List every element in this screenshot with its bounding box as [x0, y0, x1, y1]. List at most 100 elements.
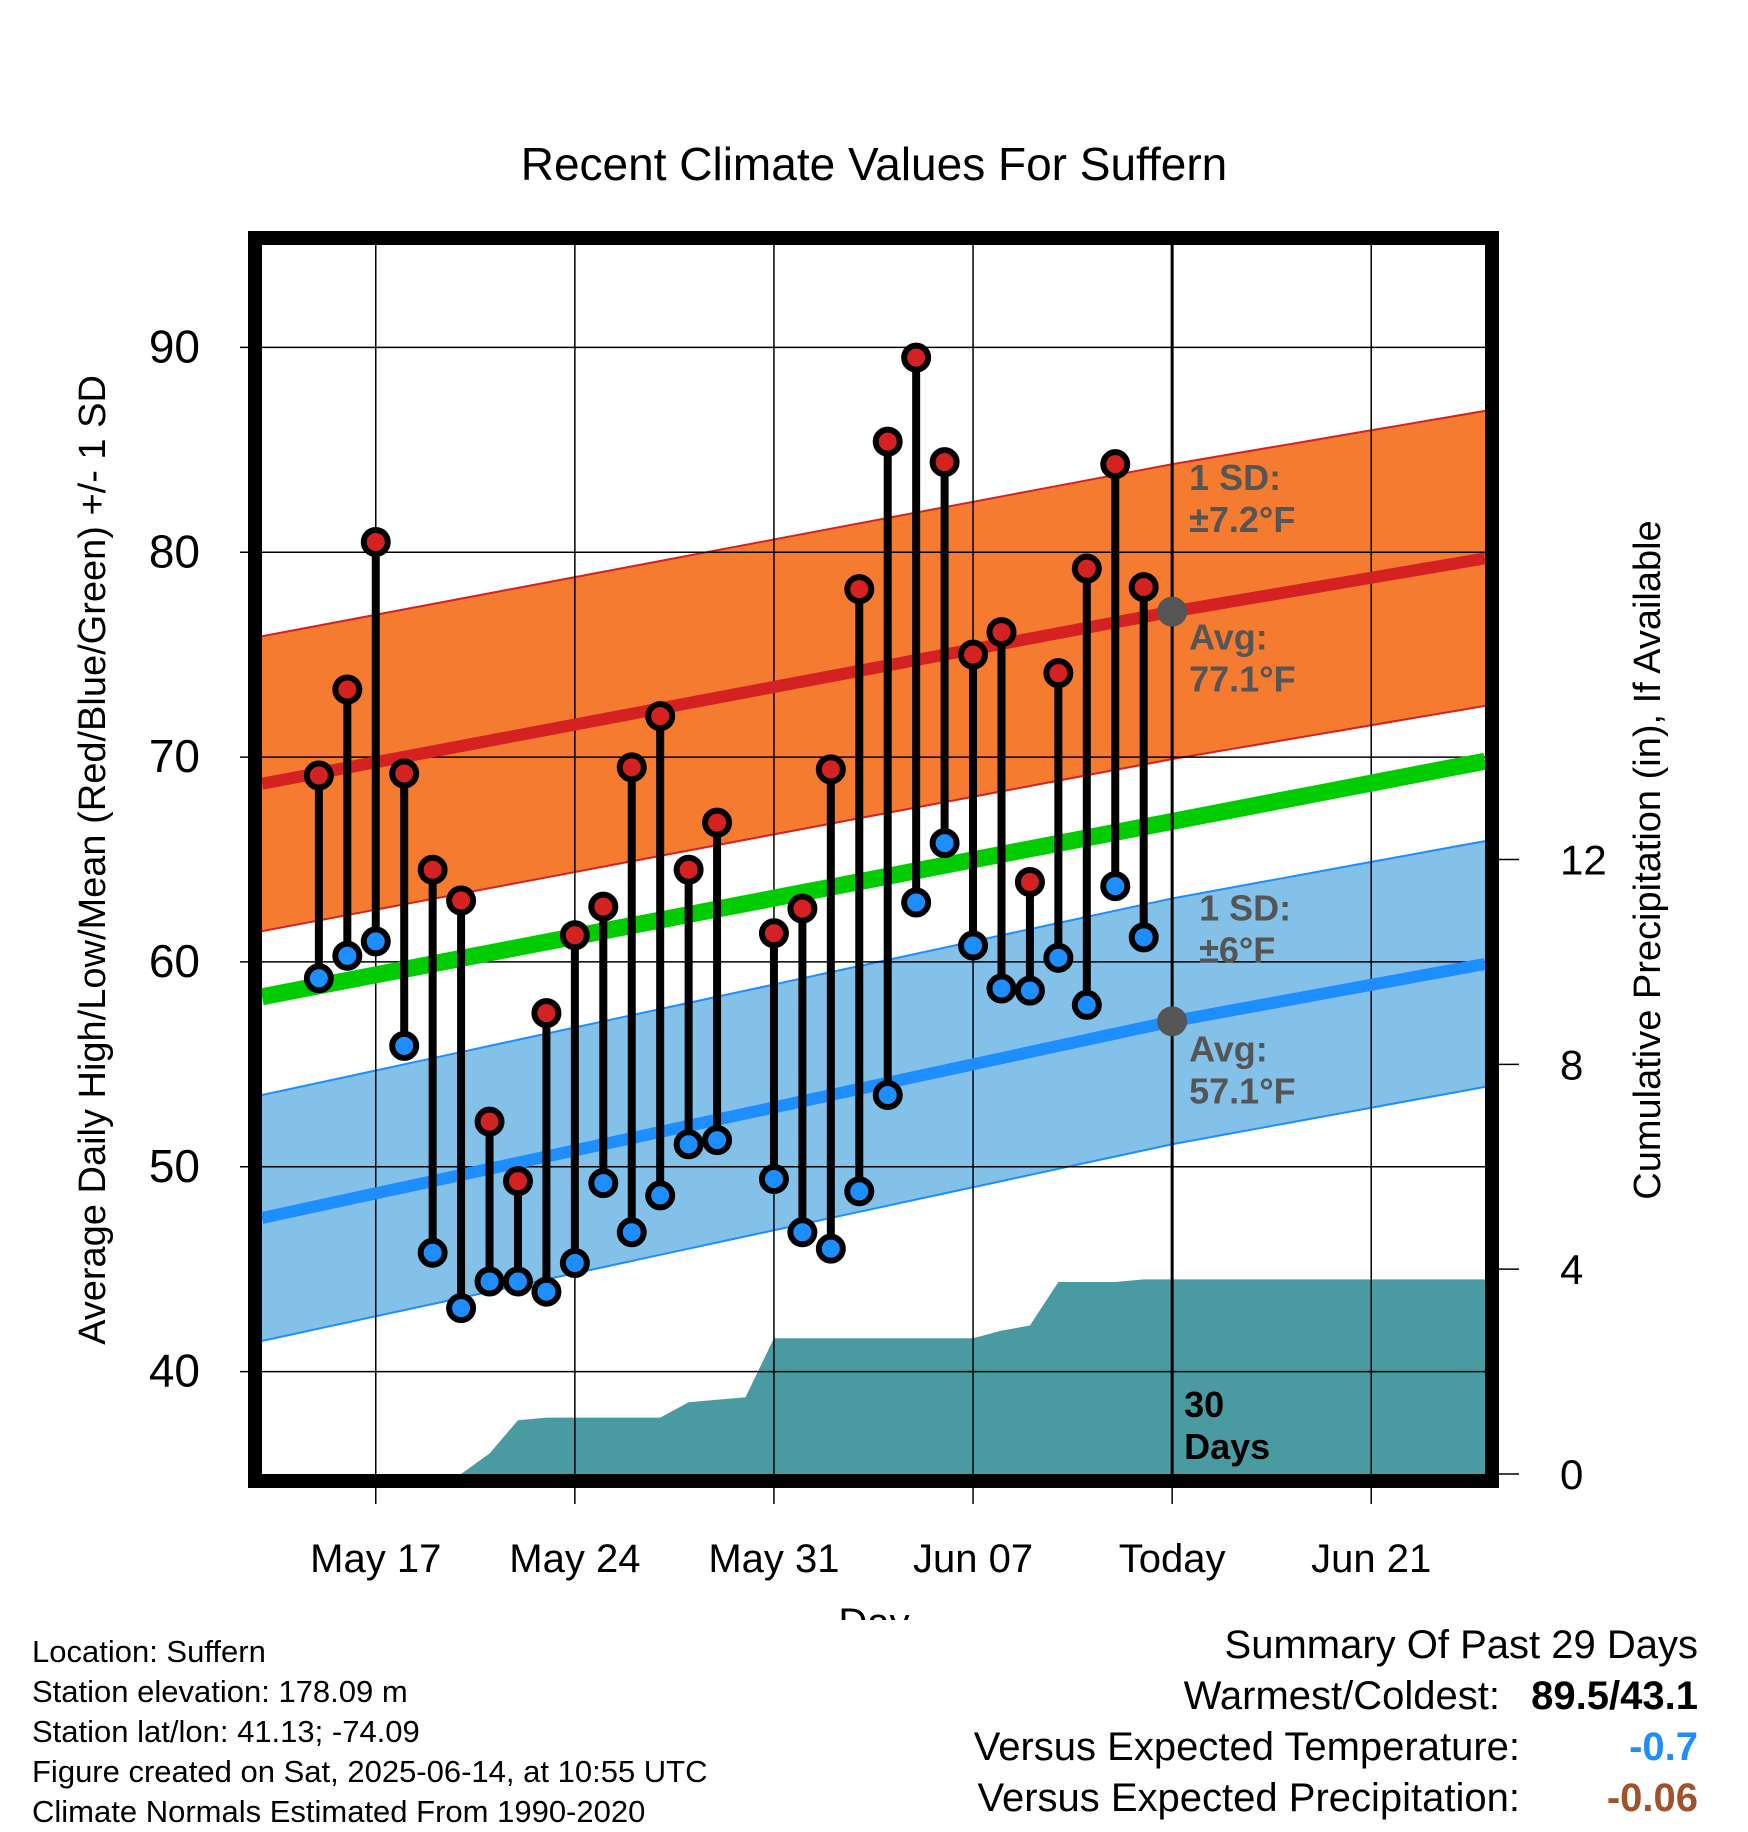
daily-high-point: [986, 617, 1017, 648]
x-axis-label: Day: [838, 1601, 909, 1620]
daily-low-point: [702, 1125, 733, 1156]
days-annotation-line: Days: [1184, 1426, 1270, 1467]
daily-low-point: [389, 1030, 420, 1061]
low-sd-annotation-line: ±6°F: [1199, 929, 1275, 970]
daily-high-point: [872, 426, 903, 457]
daily-high-point: [502, 1166, 533, 1197]
y-axis-label: Average Daily High/Low/Mean (Red/Blue/Gr…: [72, 375, 114, 1345]
daily-high-point: [616, 752, 647, 783]
y-tick-label: 70: [149, 730, 200, 782]
plot-area: 1 SD: ±7.2°F Avg: 77.1°F 1 SD: ±6°F Avg: 57.1°F…: [149, 231, 1607, 1581]
daily-high-point: [531, 998, 562, 1029]
daily-low-point: [1043, 942, 1074, 973]
normal-high-line: [262, 552, 1485, 790]
days-annotation-line: 30: [1184, 1384, 1224, 1425]
daily-high-point: [1014, 867, 1045, 898]
daily-low-point: [1100, 871, 1131, 902]
summary-precip-row: Versus Expected Precipitation: -0.06: [974, 1773, 1698, 1824]
low-avg-annotation-line: Avg:: [1189, 1028, 1268, 1069]
daily-high-point: [389, 758, 420, 789]
daily-high-point: [758, 918, 789, 949]
daily-high-point: [1100, 449, 1131, 480]
plot-frame: [248, 231, 1499, 1488]
x-tick-label: May 31: [708, 1537, 839, 1581]
plot-content: 1 SD: ±7.2°F Avg: 77.1°F 1 SD: ±6°F Avg: 57.1°F…: [262, 245, 1485, 1474]
low-avg-annotation: Avg: 57.1°F: [1189, 1028, 1295, 1111]
low-avg-annotation-line: 57.1°F: [1189, 1070, 1295, 1111]
y2-tick-label: 12: [1560, 837, 1607, 884]
high-sd-upper-edge: [262, 409, 1485, 638]
daily-low-point: [1128, 922, 1159, 953]
daily-low-point: [1014, 975, 1045, 1006]
daily-low-point: [559, 1248, 590, 1279]
x-tick-label: May 24: [509, 1537, 640, 1581]
y-tick-label: 40: [149, 1345, 200, 1397]
daily-low-point: [958, 930, 989, 961]
x-tick-label: Jun 21: [1311, 1537, 1431, 1581]
y-tick-label: 50: [149, 1140, 200, 1192]
daily-high-point: [360, 527, 391, 558]
x-tick-label: May 17: [310, 1537, 441, 1581]
high-avg-annotation: Avg: 77.1°F: [1189, 617, 1295, 700]
daily-high-point: [787, 893, 818, 924]
x-tick-label: Jun 07: [913, 1537, 1033, 1581]
today-low-avg-marker: [1157, 1006, 1188, 1037]
created-text: Figure created on Sat, 2025-06-14, at 10…: [32, 1754, 708, 1789]
daily-low-point: [303, 963, 334, 994]
daily-high-point: [474, 1106, 505, 1137]
daily-low-point: [502, 1266, 533, 1297]
climate-chart: Recent Climate Values For Suffern 1 SD: ±…: [72, 138, 1669, 1620]
elevation-text: Station elevation: 178.09 m: [32, 1674, 408, 1709]
daily-low-point: [872, 1080, 903, 1111]
y2-tick-label: 4: [1560, 1246, 1583, 1293]
daily-low-point: [588, 1168, 619, 1199]
daily-high-point: [332, 674, 363, 705]
latlon-text: Station lat/lon: 41.13; -74.09: [32, 1714, 420, 1749]
precip-area: [432, 1279, 1485, 1474]
daily-high-point: [673, 854, 704, 885]
temp-label: Versus Expected Temperature:: [973, 1725, 1520, 1769]
days-annotation: 30 Days: [1184, 1384, 1270, 1467]
daily-low-point: [417, 1237, 448, 1268]
daily-low-point: [531, 1276, 562, 1307]
daily-low-point: [758, 1164, 789, 1195]
daily-low-point: [986, 973, 1017, 1004]
daily-high-point: [844, 574, 875, 605]
y-tick-label: 60: [149, 935, 200, 987]
high-sd-annotation: 1 SD: ±7.2°F: [1189, 457, 1295, 540]
daily-high-point: [559, 920, 590, 951]
y-tick-label: 80: [149, 525, 200, 577]
daily-low-point: [929, 828, 960, 859]
precip-value: -0.06: [1606, 1776, 1698, 1820]
daily-low-point: [645, 1180, 676, 1211]
chart-title: Recent Climate Values For Suffern: [521, 138, 1228, 190]
normal-low-line: [262, 958, 1485, 1224]
daily-high-point: [1071, 553, 1102, 584]
low-sd-annotation-line: 1 SD:: [1199, 887, 1291, 928]
daily-low-point: [844, 1176, 875, 1207]
summary-warmest-row: Warmest/Coldest: 89.5/43.1: [974, 1671, 1698, 1722]
warmest-value: 89.5/43.1: [1531, 1674, 1698, 1718]
daily-high-point: [446, 885, 477, 916]
warmest-label: Warmest/Coldest:: [1183, 1674, 1500, 1718]
summary-panel: Summary Of Past 29 Days Warmest/Coldest:…: [974, 1620, 1698, 1824]
y2-axis-label: Cumulative Precipitation (in), If Availa…: [1627, 520, 1669, 1199]
x-tick-label: Today: [1119, 1537, 1226, 1581]
location-text: Location: Suffern: [32, 1634, 266, 1669]
station-info: Location: Suffern Station elevation: 178…: [32, 1632, 708, 1832]
y2-tick-label: 0: [1560, 1451, 1583, 1498]
daily-high-point: [901, 342, 932, 373]
y2-tick-label: 8: [1560, 1041, 1583, 1088]
daily-low-point: [474, 1266, 505, 1297]
daily-high-point: [929, 447, 960, 478]
summary-temp-row: Versus Expected Temperature: -0.7: [974, 1722, 1698, 1773]
daily-low-point: [446, 1293, 477, 1324]
daily-high-point: [588, 891, 619, 922]
daily-low-point: [787, 1217, 818, 1248]
daily-high-point: [958, 639, 989, 670]
precip-label: Versus Expected Precipitation:: [977, 1776, 1520, 1820]
daily-low-point: [360, 926, 391, 957]
daily-low-point: [1071, 989, 1102, 1020]
daily-low-point: [901, 887, 932, 918]
daily-high-point: [645, 701, 676, 732]
